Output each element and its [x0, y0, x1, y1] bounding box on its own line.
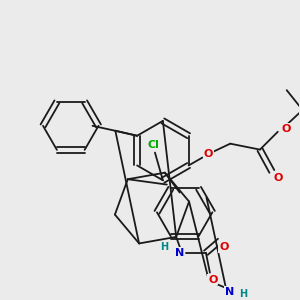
Text: O: O [204, 148, 213, 159]
Text: H: H [160, 242, 168, 252]
Text: Cl: Cl [147, 140, 159, 150]
Text: O: O [273, 173, 283, 183]
Text: H: H [239, 290, 247, 299]
Text: O: O [208, 274, 218, 284]
Text: N: N [175, 248, 184, 258]
Text: O: O [281, 124, 290, 134]
Text: O: O [219, 242, 228, 252]
Text: N: N [225, 287, 234, 297]
